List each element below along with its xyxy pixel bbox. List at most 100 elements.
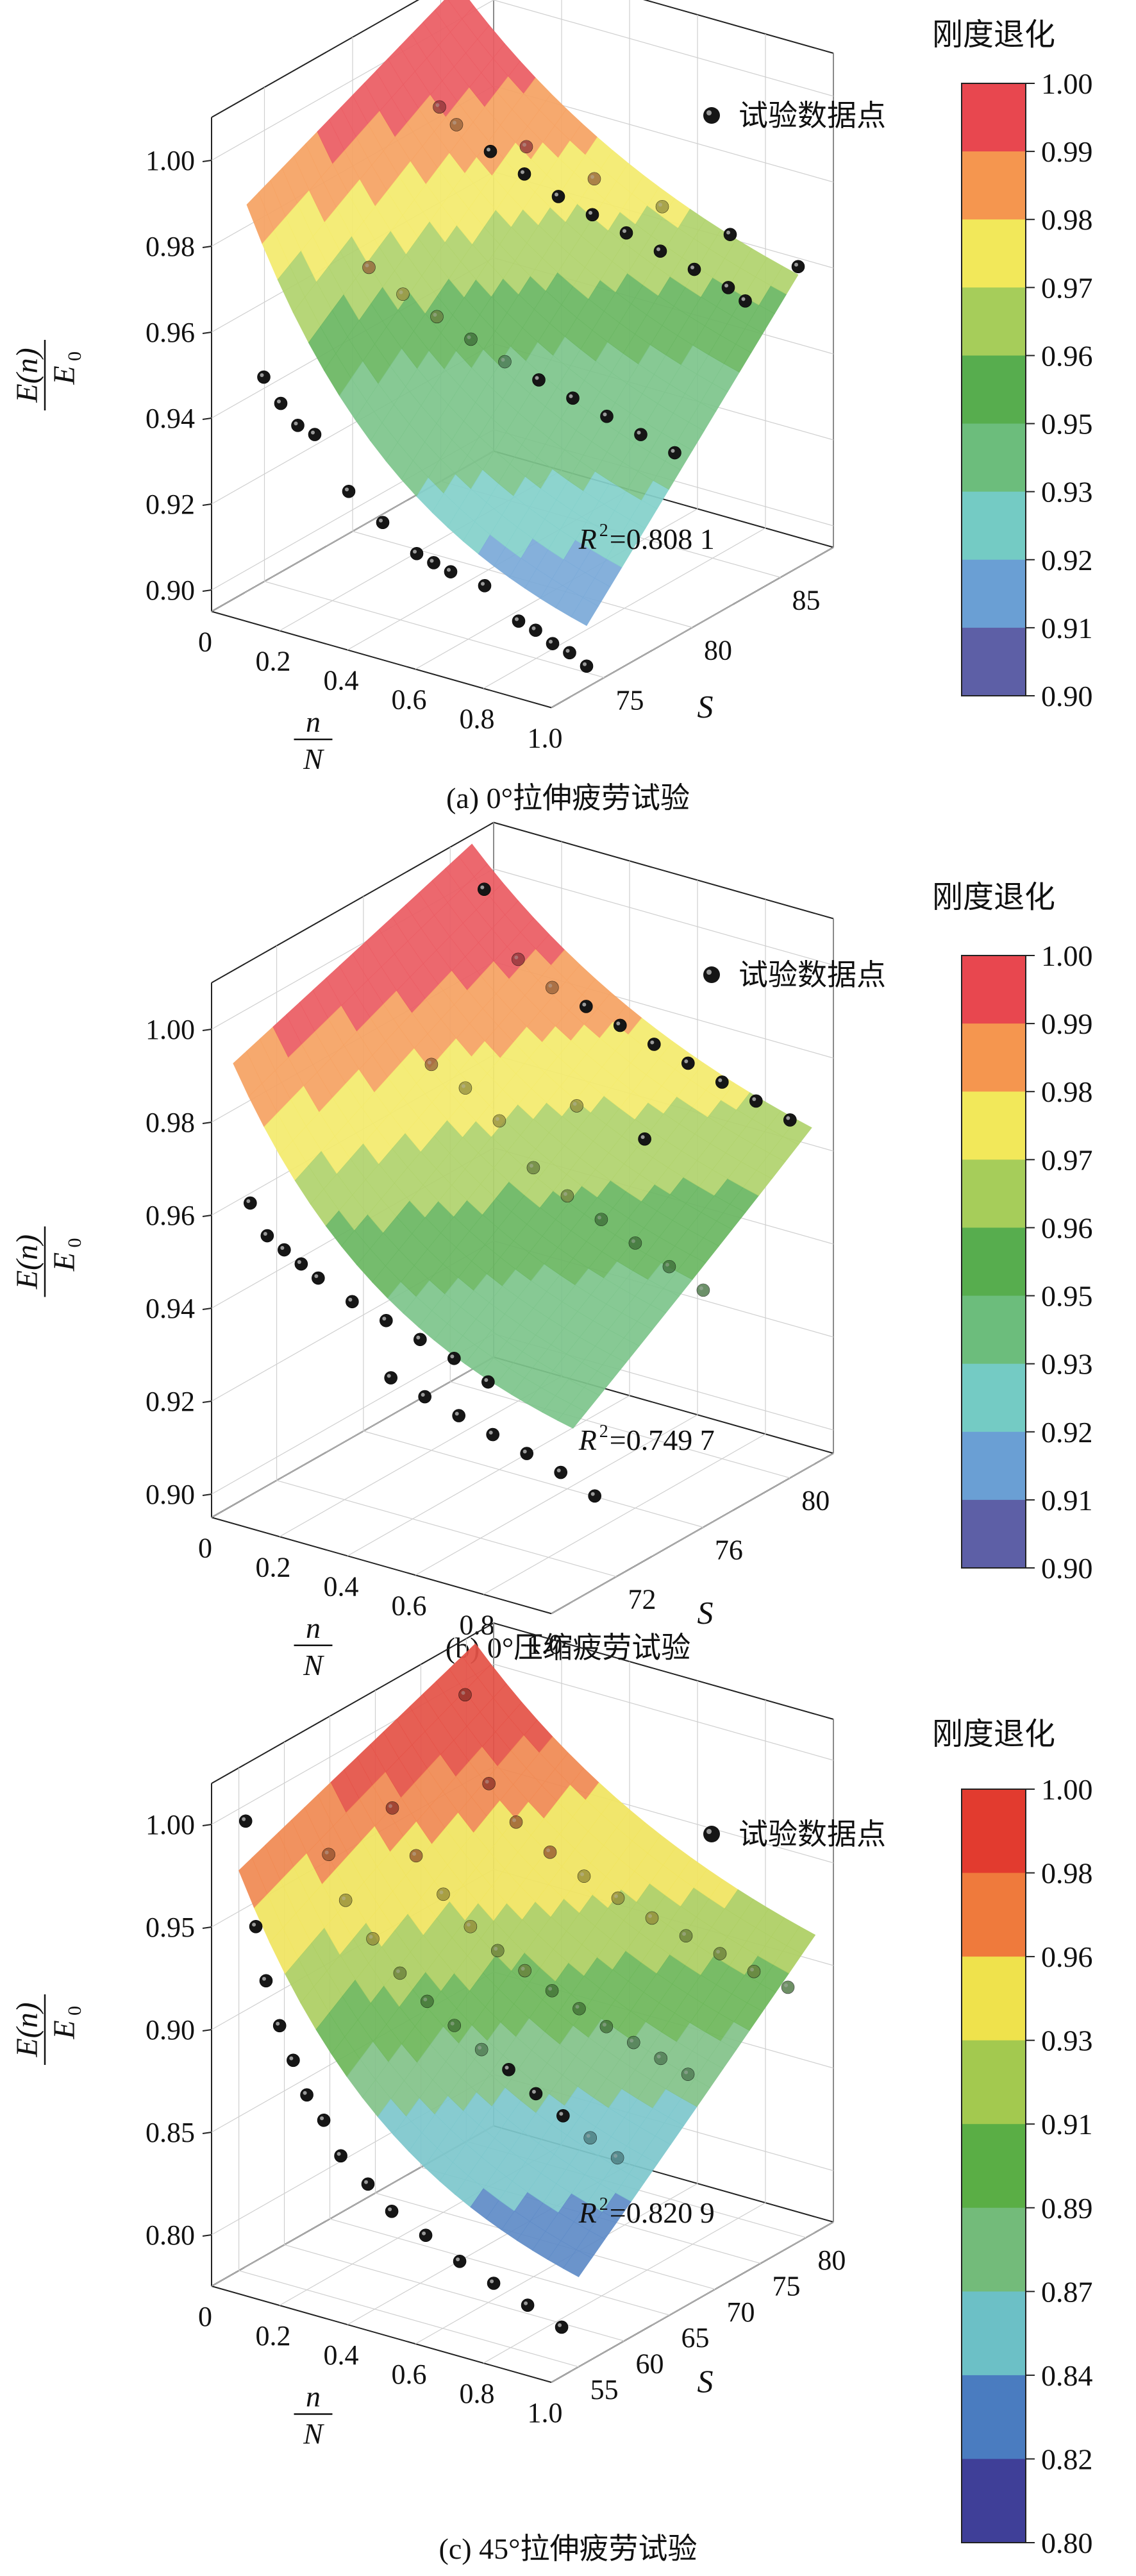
data-point-highlight <box>597 1215 601 1220</box>
data-point <box>611 1891 625 1905</box>
data-point-highlight <box>416 1335 421 1340</box>
data-point <box>723 228 737 241</box>
data-point <box>312 1271 325 1285</box>
legend: 试验数据点 <box>703 99 886 132</box>
data-point-highlight <box>563 1191 567 1196</box>
axes-box-edge <box>211 1622 494 1784</box>
data-point-highlight <box>427 1060 431 1065</box>
data-point <box>427 556 440 569</box>
data-point-highlight <box>422 2231 426 2235</box>
x-tick-label: 0 <box>198 1532 212 1563</box>
data-point <box>419 2228 433 2243</box>
data-point <box>560 1189 574 1203</box>
r2-annotation: R 2 =0.808 1 <box>578 521 715 555</box>
z-tick-mark <box>202 503 212 506</box>
data-point <box>342 484 356 498</box>
r2-superscript: 2 <box>599 2194 608 2214</box>
data-point <box>433 100 446 114</box>
data-point <box>614 1018 627 1032</box>
data-point <box>338 1893 353 1907</box>
data-point <box>376 516 390 530</box>
colorbar-tick-label: 0.82 <box>1041 2443 1093 2475</box>
colorbar-segment <box>962 1091 1026 1160</box>
data-point <box>410 546 424 560</box>
data-point-highlight <box>716 1949 721 1954</box>
colorbar-tick-label: 0.80 <box>1041 2527 1093 2559</box>
data-point-highlight <box>752 1097 756 1101</box>
s-tick-label: 80 <box>817 2244 846 2276</box>
colorbar-segment <box>962 1789 1026 1874</box>
data-point <box>287 2053 300 2067</box>
data-point <box>249 1920 263 1933</box>
colorbar-tick-label: 0.99 <box>1041 1007 1093 1040</box>
data-point-highlight <box>439 1890 444 1894</box>
axes-box-edge <box>211 821 494 984</box>
data-point-highlight <box>453 121 456 125</box>
data-point-highlight <box>421 1393 425 1397</box>
s-axis-label: S <box>697 2363 714 2399</box>
z-tick-label: 1.00 <box>146 145 195 176</box>
data-point-highlight <box>648 1914 653 1918</box>
z-tick-label: 0.90 <box>146 2014 195 2046</box>
z-tick-label: 0.95 <box>146 1912 195 1943</box>
data-point-highlight <box>314 1274 319 1279</box>
colorbar-tick-label: 0.97 <box>1041 1143 1093 1176</box>
r2-annotation: R 2 =0.820 9 <box>578 2194 715 2229</box>
grid-line <box>264 581 605 678</box>
colorbar-tick-label: 0.96 <box>1041 1940 1093 1973</box>
colorbar-frame <box>961 83 1026 696</box>
x-tick-label: 0.8 <box>460 1609 495 1640</box>
data-point <box>668 446 681 460</box>
data-point-highlight <box>586 2134 590 2138</box>
data-points <box>244 882 797 1503</box>
colorbar-segment <box>962 83 1026 152</box>
x-tick-label: 1.0 <box>528 723 563 754</box>
data-point-highlight <box>512 1818 517 1823</box>
data-point <box>272 2019 287 2033</box>
data-point <box>385 1801 399 1815</box>
z-tick-mark <box>202 160 212 162</box>
data-point <box>619 226 633 240</box>
data-point <box>594 1213 608 1226</box>
data-point <box>583 2131 597 2144</box>
z-tick-mark <box>202 1494 212 1496</box>
data-point-highlight <box>580 1872 585 1876</box>
data-point <box>294 1257 308 1271</box>
data-point <box>551 190 565 203</box>
colorbar-tick-label: 0.92 <box>1041 544 1093 577</box>
data-point-highlight <box>342 1896 346 1901</box>
data-point-highlight <box>324 1850 329 1855</box>
data-point-highlight <box>489 1431 493 1435</box>
grid-line <box>347 1395 630 1556</box>
data-point-highlight <box>684 2070 689 2075</box>
data-point-highlight <box>616 1021 621 1025</box>
data-point-highlight <box>665 1263 669 1267</box>
data-point <box>679 1929 693 1943</box>
data-point-highlight <box>590 1492 595 1496</box>
data-point <box>638 1132 651 1146</box>
colorbar-tick-label: 1.00 <box>1041 1773 1093 1806</box>
data-point <box>512 614 526 628</box>
axes-box-edge <box>211 1517 552 1615</box>
data-point-highlight <box>297 1260 301 1265</box>
z-tick-label: 0.94 <box>146 1293 195 1324</box>
z-tick-mark <box>202 1401 212 1403</box>
data-point <box>502 2062 515 2076</box>
s-tick-label: 76 <box>715 1535 743 1566</box>
colorbar-segment <box>962 219 1026 288</box>
data-point-highlight <box>277 400 281 404</box>
data-point-highlight <box>461 1690 465 1695</box>
data-point-highlight <box>590 174 594 179</box>
data-point-highlight <box>650 1040 655 1045</box>
data-point <box>739 294 752 308</box>
x-tick-label: 0 <box>198 2301 212 2332</box>
data-point <box>546 981 559 995</box>
z-tick-mark <box>202 2029 212 2032</box>
r2-symbol: R <box>578 1424 597 1456</box>
z-axis-label-subscript: 0 <box>64 351 85 361</box>
colorbar-tick-label: 0.90 <box>1041 680 1093 712</box>
x-tick-label: 1.0 <box>528 2397 563 2429</box>
data-point-highlight <box>494 1946 498 1951</box>
data-point <box>444 565 458 578</box>
colorbar-segment <box>962 1295 1026 1365</box>
